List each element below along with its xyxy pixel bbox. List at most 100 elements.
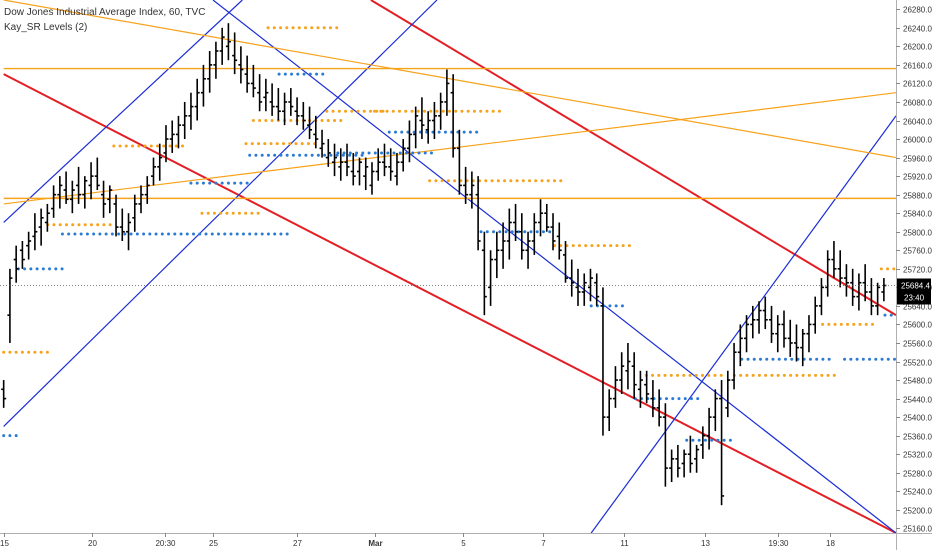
ohlc-bar <box>731 342 737 390</box>
support-level-dot <box>510 230 514 234</box>
support-level-dot <box>201 181 205 185</box>
ohlc-bar <box>488 250 494 306</box>
support-level-dot <box>23 267 27 271</box>
ohlc-bar <box>868 278 874 316</box>
ohlc-bar <box>519 213 525 260</box>
support-level-dot <box>254 232 258 236</box>
ohlc-bar <box>587 268 593 302</box>
price-tick-label: 26080.0 <box>903 99 932 108</box>
resistance-level-dot <box>369 109 373 113</box>
ohlc-bar <box>837 250 843 288</box>
support-level-dot <box>868 357 872 361</box>
support-level-dot <box>210 232 214 236</box>
chart-title[interactable]: Dow Jones Industrial Average Index, 60, … <box>4 7 206 18</box>
ohlc-bar <box>19 241 25 269</box>
resistance-level-dot <box>870 322 874 326</box>
resistance-level-dot <box>264 119 268 123</box>
resistance-level-dot <box>719 373 723 377</box>
ohlc-bar <box>388 148 394 181</box>
support-level-dot <box>285 153 289 157</box>
support-level-dot <box>73 232 77 236</box>
resistance-level-dot <box>244 211 248 215</box>
ohlc-bar <box>875 282 881 316</box>
support-level-dot <box>752 357 756 361</box>
support-level-dot <box>361 151 365 155</box>
support-level-dot <box>110 232 114 236</box>
support-level-dot <box>614 304 618 308</box>
resistance-level-dot <box>328 26 332 30</box>
resistance-level-dot <box>258 119 262 123</box>
ohlc-bar <box>456 129 462 195</box>
resistance-level-dot <box>795 373 799 377</box>
time-axis[interactable]: 15 20 20:30 25 27 Mar 5 7 11 13 19:30 18 <box>0 533 932 548</box>
ohlc-bar <box>38 208 44 246</box>
resistance-level-dot <box>454 109 458 113</box>
support-level-dot <box>765 357 769 361</box>
price-tick-label: 25160.0 <box>903 525 932 534</box>
resistance-level-dot <box>200 211 204 215</box>
support-level-dot <box>104 232 108 236</box>
support-level-dot <box>874 357 878 361</box>
support-level-dot <box>417 151 421 155</box>
resistance-level-dot <box>864 322 868 326</box>
support-level-dot <box>386 151 390 155</box>
resistance-level-dot <box>584 244 588 248</box>
resistance-level-dot <box>814 373 818 377</box>
ohlc-bar <box>500 222 506 269</box>
support-level-dot <box>8 434 12 438</box>
resistance-level-dot <box>263 142 267 146</box>
resistance-level-dot <box>391 109 395 113</box>
ohlc-bar <box>450 74 456 158</box>
resistance-level-dot <box>751 373 755 377</box>
support-level-dot <box>204 232 208 236</box>
support-level-dot <box>310 153 314 157</box>
support-level-dot <box>67 232 71 236</box>
ohlc-bar <box>26 231 32 260</box>
resistance-level-dot <box>269 142 273 146</box>
resistance-level-dot <box>77 223 81 227</box>
support-level-dot <box>548 230 552 234</box>
indicator-label[interactable]: Kay_SR Levels (2) <box>4 22 88 33</box>
support-level-dot <box>189 181 193 185</box>
price-tick-label: 25200.0 <box>903 507 932 516</box>
support-level-dot <box>223 232 227 236</box>
support-level-dot <box>620 304 624 308</box>
resistance-level-dot <box>326 119 330 123</box>
ohlc-bar <box>506 208 512 260</box>
price-tick-label: 26120.0 <box>903 80 932 89</box>
ohlc-bar <box>363 157 369 191</box>
resistance-level-dot <box>244 142 248 146</box>
support-level-dot <box>92 232 96 236</box>
resistance-level-dot <box>858 322 862 326</box>
ohlc-bar <box>63 171 69 204</box>
price-axis[interactable]: 26280.0 26240.0 26200.0 26160.0 26120.0 26080… <box>896 0 932 550</box>
resistance-level-dot <box>375 109 379 113</box>
time-tick-label: 5 <box>461 539 466 548</box>
resistance-level-dot <box>231 211 235 215</box>
resistance-level-dot <box>627 244 631 248</box>
resistance-level-dot <box>485 109 489 113</box>
price-tick-label: 25440.0 <box>903 396 932 405</box>
ohlc-bar <box>850 268 856 306</box>
support-level-dot <box>498 230 502 234</box>
resistance-level-dot <box>2 350 6 354</box>
last-price-value: 25684.4 <box>901 282 930 291</box>
resistance-level-dot <box>764 373 768 377</box>
resistance-level-dot <box>434 179 438 183</box>
resistance-level-dot <box>206 211 210 215</box>
support-level-dot <box>167 232 171 236</box>
price-tick-label: 26000.0 <box>903 136 932 145</box>
price-tick-label: 26280.0 <box>903 6 932 15</box>
resistance-level-dot <box>250 211 254 215</box>
ohlc-bar <box>669 449 675 483</box>
resistance-level-dot <box>325 109 329 113</box>
support-level-dot <box>192 232 196 236</box>
support-level-dot <box>429 151 433 155</box>
resistance-level-dot <box>356 109 360 113</box>
support-level-dot <box>135 232 139 236</box>
time-tick-label: 20:30 <box>155 539 176 548</box>
ohlc-bar <box>563 241 569 283</box>
resistance-level-dot <box>33 350 37 354</box>
resistance-level-dot <box>782 373 786 377</box>
